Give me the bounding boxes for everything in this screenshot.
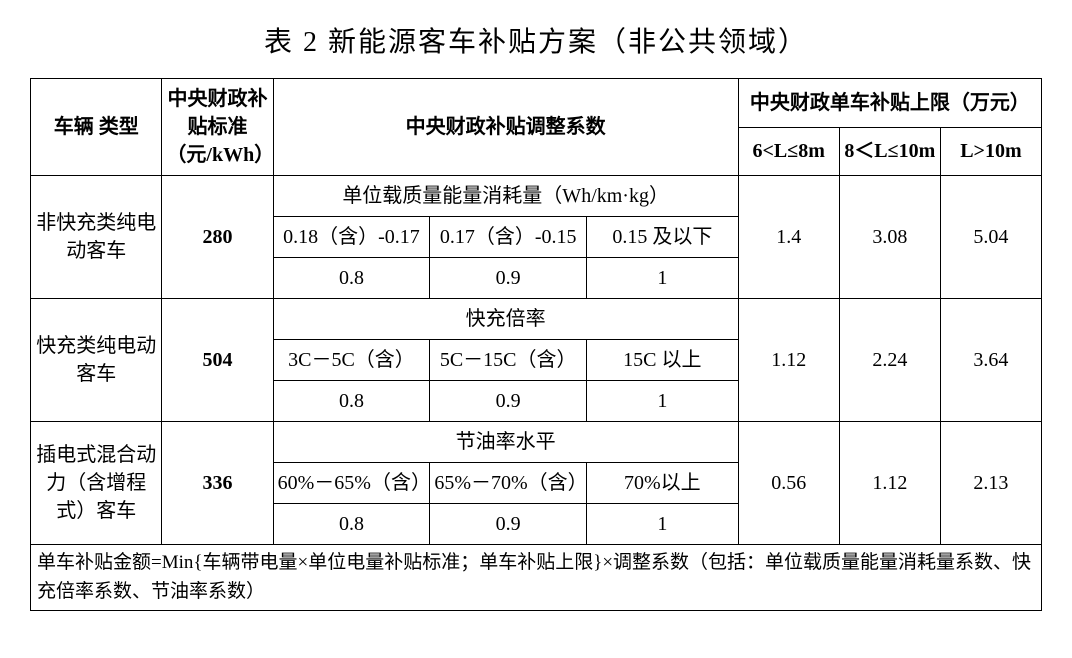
coef-subheader: 单位载质量能量消耗量（Wh/km·kg） bbox=[273, 176, 738, 217]
cap-cell: 1.12 bbox=[839, 422, 940, 545]
coef-range-cell: 0.15 及以下 bbox=[587, 217, 739, 258]
coef-factor-cell: 1 bbox=[587, 258, 739, 299]
coef-subheader: 快充倍率 bbox=[273, 299, 738, 340]
cap-cell: 3.64 bbox=[940, 299, 1041, 422]
table-title: 表 2 新能源客车补贴方案（非公共领域） bbox=[30, 20, 1042, 60]
vehicle-type-cell: 插电式混合动力（含增程式）客车 bbox=[31, 422, 162, 545]
vehicle-type-cell: 非快充类纯电动客车 bbox=[31, 176, 162, 299]
hdr-len-8-10: 8＜L≤10m bbox=[839, 127, 940, 176]
cap-cell: 0.56 bbox=[738, 422, 839, 545]
coef-range-cell: 5C－15C（含） bbox=[430, 340, 587, 381]
cap-cell: 1.4 bbox=[738, 176, 839, 299]
hdr-adjust-coef: 中央财政补贴调整系数 bbox=[273, 79, 738, 176]
coef-range-cell: 3C－5C（含） bbox=[273, 340, 430, 381]
hdr-len-6-8: 6<L≤8m bbox=[738, 127, 839, 176]
coef-factor-cell: 0.9 bbox=[430, 504, 587, 545]
hdr-cap-group: 中央财政单车补贴上限（万元） bbox=[738, 79, 1041, 128]
coef-factor-cell: 1 bbox=[587, 381, 739, 422]
table-row: 插电式混合动力（含增程式）客车 336 节油率水平 0.56 1.12 2.13 bbox=[31, 422, 1042, 463]
coef-range-cell: 60%－65%（含） bbox=[273, 463, 430, 504]
table-row: 非快充类纯电动客车 280 单位载质量能量消耗量（Wh/km·kg） 1.4 3… bbox=[31, 176, 1042, 217]
vehicle-type-cell: 快充类纯电动客车 bbox=[31, 299, 162, 422]
coef-range-cell: 70%以上 bbox=[587, 463, 739, 504]
footer-row: 单车补贴金额=Min{车辆带电量×单位电量补贴标准；单车补贴上限}×调整系数（包… bbox=[31, 545, 1042, 611]
subsidy-table: 车辆 类型 中央财政补贴标准（元/kWh） 中央财政补贴调整系数 中央财政单车补… bbox=[30, 78, 1042, 611]
standard-cell: 336 bbox=[162, 422, 273, 545]
table-row: 快充类纯电动客车 504 快充倍率 1.12 2.24 3.64 bbox=[31, 299, 1042, 340]
coef-factor-cell: 1 bbox=[587, 504, 739, 545]
hdr-standard: 中央财政补贴标准（元/kWh） bbox=[162, 79, 273, 176]
header-row-1: 车辆 类型 中央财政补贴标准（元/kWh） 中央财政补贴调整系数 中央财政单车补… bbox=[31, 79, 1042, 128]
coef-factor-cell: 0.8 bbox=[273, 258, 430, 299]
cap-cell: 3.08 bbox=[839, 176, 940, 299]
coef-factor-cell: 0.8 bbox=[273, 504, 430, 545]
coef-factor-cell: 0.8 bbox=[273, 381, 430, 422]
coef-factor-cell: 0.9 bbox=[430, 381, 587, 422]
cap-cell: 2.24 bbox=[839, 299, 940, 422]
coef-subheader: 节油率水平 bbox=[273, 422, 738, 463]
standard-cell: 280 bbox=[162, 176, 273, 299]
coef-range-cell: 0.18（含）-0.17 bbox=[273, 217, 430, 258]
cap-cell: 2.13 bbox=[940, 422, 1041, 545]
coef-range-cell: 0.17（含）-0.15 bbox=[430, 217, 587, 258]
coef-factor-cell: 0.9 bbox=[430, 258, 587, 299]
hdr-len-gt10: L>10m bbox=[940, 127, 1041, 176]
cap-cell: 5.04 bbox=[940, 176, 1041, 299]
coef-range-cell: 65%－70%（含） bbox=[430, 463, 587, 504]
hdr-vehicle-type: 车辆 类型 bbox=[31, 79, 162, 176]
coef-range-cell: 15C 以上 bbox=[587, 340, 739, 381]
standard-cell: 504 bbox=[162, 299, 273, 422]
cap-cell: 1.12 bbox=[738, 299, 839, 422]
footer-note: 单车补贴金额=Min{车辆带电量×单位电量补贴标准；单车补贴上限}×调整系数（包… bbox=[31, 545, 1042, 611]
